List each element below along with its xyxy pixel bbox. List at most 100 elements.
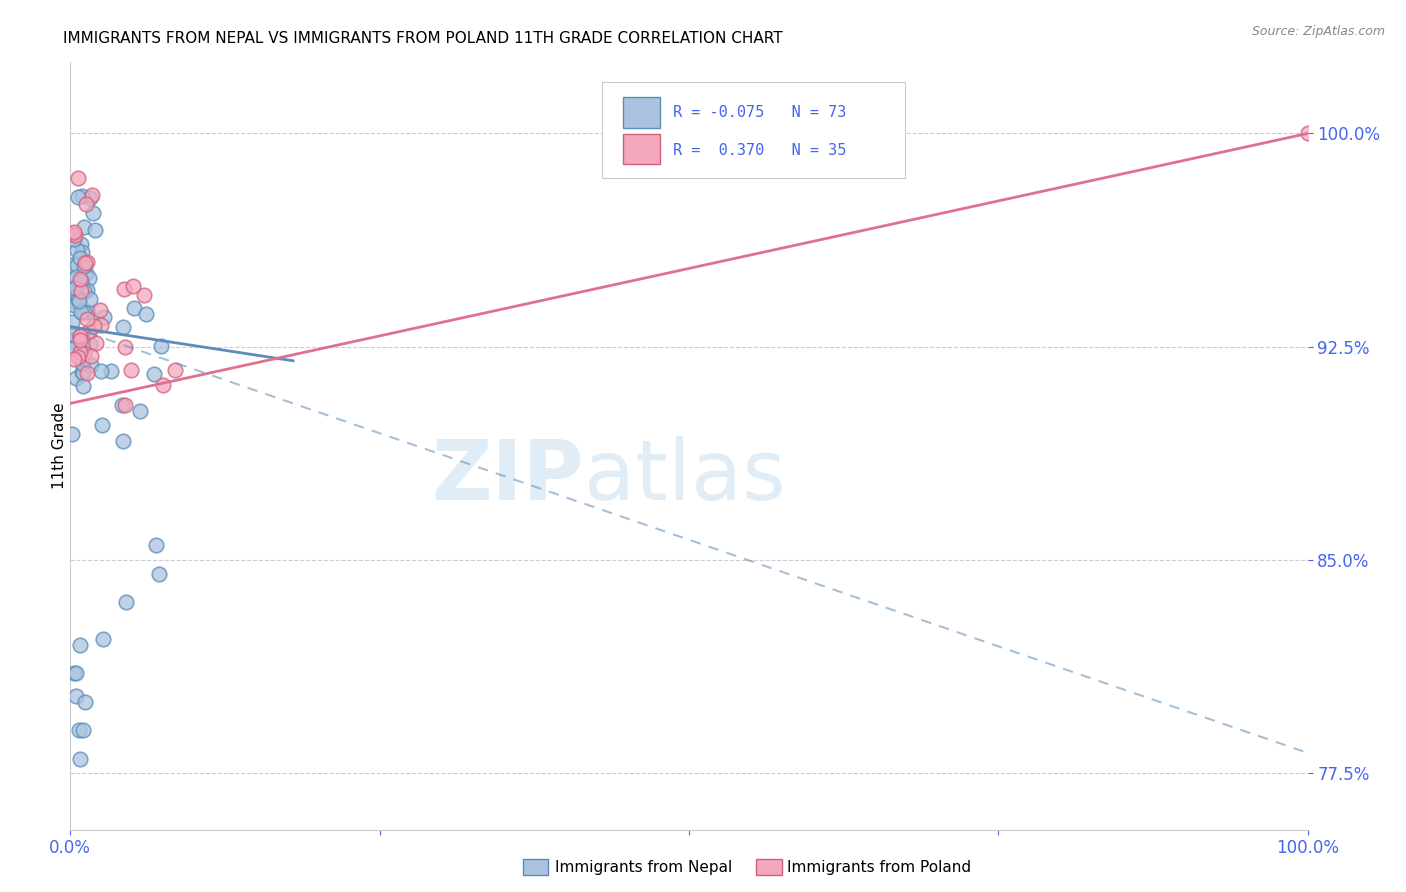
Point [76,304,98,318]
Point [62,297,84,311]
Point [60,227,83,242]
Point [89,303,111,318]
Point [69,251,91,265]
Point [73,304,96,318]
Point [65,228,87,243]
Point [69,344,91,359]
FancyBboxPatch shape [623,97,661,128]
Point [65,292,87,306]
Point [72,379,94,393]
Point [79,358,101,372]
Point [91,418,114,433]
Point [66,243,89,257]
Point [62,293,84,308]
Point [80,187,103,202]
Point [72,356,94,370]
Point [60,426,83,441]
Point [73,259,96,273]
FancyBboxPatch shape [602,81,905,178]
Point [70,236,93,251]
Point [72,189,94,203]
Point [67,350,90,364]
Point [145,538,167,552]
Point [143,367,166,381]
Point [73,284,96,298]
Point [60,334,83,348]
Point [79,324,101,338]
Text: IMMIGRANTS FROM NEPAL VS IMMIGRANTS FROM POLAND 11TH GRADE CORRELATION CHART: IMMIGRANTS FROM NEPAL VS IMMIGRANTS FROM… [63,31,783,46]
Point [65,370,87,384]
Point [120,363,142,377]
Text: Immigrants from Poland: Immigrants from Poland [787,860,972,874]
Text: R = -0.075   N = 73: R = -0.075 N = 73 [673,104,846,120]
Point [76,311,98,326]
Point [111,398,134,412]
Point [114,398,136,412]
Point [67,334,90,348]
Text: ZIP: ZIP [432,436,583,517]
Point [149,339,172,353]
Point [75,695,97,709]
Point [79,337,101,351]
Point [62,326,84,341]
Point [93,310,115,325]
Point [63,290,86,304]
Point [135,307,157,321]
Point [73,346,96,360]
Point [65,666,87,681]
Point [63,332,86,346]
Point [91,632,114,647]
Point [69,272,91,286]
Bar [523,859,548,875]
Point [76,283,98,297]
Point [122,301,145,316]
Point [65,269,87,284]
Point [70,245,93,260]
Point [148,566,170,581]
Point [129,404,152,418]
Point [72,336,94,351]
Point [122,278,145,293]
Text: Immigrants from Nepal: Immigrants from Nepal [555,860,733,874]
Point [63,232,86,246]
Point [69,284,91,298]
Text: atlas: atlas [583,436,786,517]
Point [73,255,96,269]
Point [83,223,105,237]
Point [72,329,94,343]
Point [1296,127,1319,141]
Point [63,225,86,239]
Y-axis label: 11th Grade: 11th Grade [52,402,66,490]
Point [60,258,83,272]
Point [69,638,91,652]
Text: Source: ZipAtlas.com: Source: ZipAtlas.com [1251,25,1385,38]
Point [72,366,94,380]
Point [69,328,91,343]
Point [90,318,112,332]
Point [60,314,83,328]
Point [66,170,89,185]
Point [65,271,87,285]
Point [72,723,94,738]
Point [63,666,86,681]
Point [63,281,86,295]
Point [69,751,91,765]
Point [73,219,96,234]
Point [69,329,91,343]
Point [65,689,87,703]
Point [80,349,103,363]
Point [66,292,89,306]
Text: R =  0.370   N = 35: R = 0.370 N = 35 [673,143,846,158]
Point [65,285,87,300]
Point [76,254,98,268]
Point [60,343,83,357]
Point [84,335,107,350]
Point [114,340,136,354]
Point [112,434,135,448]
Point [69,333,91,347]
Point [70,305,93,319]
Point [66,259,89,273]
Point [114,595,136,609]
Point [70,274,93,288]
Point [83,319,105,334]
